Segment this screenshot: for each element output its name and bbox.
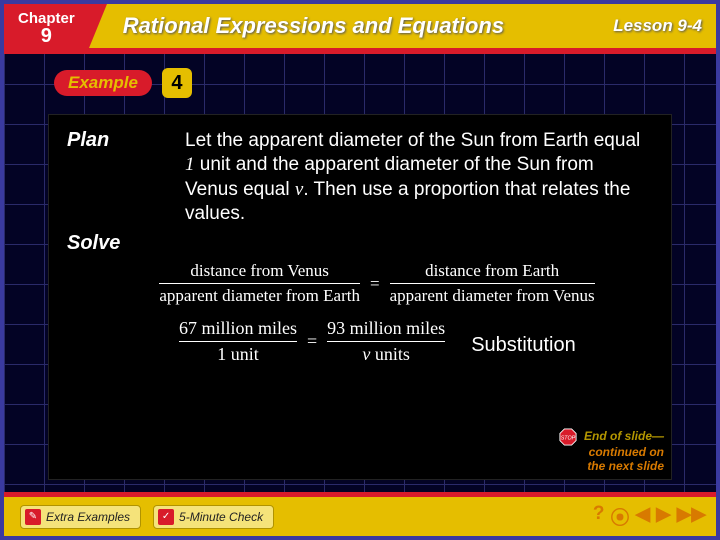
chapter-number: 9	[18, 26, 75, 46]
eq1-right-num: distance from Earth	[425, 261, 559, 281]
chapter-label: Chapter	[18, 11, 75, 26]
example-number: 4	[162, 68, 192, 98]
slide: Chapter 9 Rational Expressions and Equat…	[0, 0, 720, 540]
eq2-right-num: 93 million miles	[327, 318, 445, 339]
svg-text:STOP: STOP	[560, 436, 575, 442]
equals-sign: =	[307, 331, 317, 352]
equals-sign: =	[370, 274, 380, 294]
plan-row: Plan Let the apparent diameter of the Su…	[67, 129, 647, 226]
lesson-label: Lesson 9-4	[613, 4, 716, 48]
eq2-right-den: v units	[362, 344, 410, 365]
plan-text: Let the apparent diameter of the Sun fro…	[185, 129, 647, 226]
eos-line2: continued on	[589, 445, 664, 459]
back-button[interactable]: ◀	[636, 503, 651, 530]
fraction-line	[327, 341, 445, 342]
eq1-left-den: apparent diameter from Earth	[159, 286, 360, 306]
equation-1: distance from Venus apparent diameter fr…	[107, 261, 647, 306]
plan-text-a: Let the apparent diameter of the Sun fro…	[185, 130, 640, 151]
solve-label: Solve	[67, 232, 185, 255]
plan-one: 1	[185, 154, 195, 175]
eos-line3: the next slide	[587, 459, 664, 473]
eq1-right-fraction: distance from Earth apparent diameter fr…	[390, 261, 595, 306]
substitution-label: Substitution	[471, 334, 576, 357]
chapter-tab: Chapter 9	[4, 4, 89, 48]
eq1-right-den: apparent diameter from Venus	[390, 286, 595, 306]
equation-2-row: 67 million miles 1 unit = 93 million mil…	[67, 316, 647, 375]
content-panel: Plan Let the apparent diameter of the Su…	[48, 114, 672, 480]
five-minute-check-button[interactable]: ✓ 5-Minute Check	[153, 505, 274, 529]
bottom-bar: ✎ Extra Examples ✓ 5-Minute Check ? ⦿ ◀ …	[4, 492, 716, 536]
equation-2: 67 million miles 1 unit = 93 million mil…	[179, 318, 445, 365]
eq2-left-num: 67 million miles	[179, 318, 297, 339]
page-title: Rational Expressions and Equations	[89, 4, 614, 48]
fraction-line	[179, 341, 297, 342]
home-button[interactable]: ⦿	[611, 503, 630, 530]
eq2-right-fraction: 93 million miles v units	[327, 318, 445, 365]
header-bar: Chapter 9 Rational Expressions and Equat…	[4, 4, 716, 48]
nav-controls: ? ⦿ ◀ ▶ ▶▶	[593, 503, 706, 530]
eq1-left-fraction: distance from Venus apparent diameter fr…	[159, 261, 360, 306]
solve-row: Solve	[67, 232, 647, 255]
example-label: Example	[54, 70, 152, 96]
book-icon: ✎	[25, 509, 41, 525]
fraction-line	[390, 283, 595, 284]
header-rule	[4, 48, 716, 54]
eq2-units: units	[370, 344, 410, 364]
eos-line1: End of slide—	[584, 430, 664, 444]
eq1-left-num: distance from Venus	[190, 261, 329, 281]
clock-icon: ✓	[158, 509, 174, 525]
extra-examples-label: Extra Examples	[46, 510, 130, 524]
fraction-line	[159, 283, 360, 284]
end-of-slide-note: STOP End of slide— continued on the next…	[559, 428, 664, 474]
help-button[interactable]: ?	[593, 503, 605, 530]
forward-button[interactable]: ▶	[656, 503, 671, 530]
extra-examples-button[interactable]: ✎ Extra Examples	[20, 505, 141, 529]
eq2-left-fraction: 67 million miles 1 unit	[179, 318, 297, 365]
stop-icon: STOP	[559, 428, 577, 446]
fast-forward-button[interactable]: ▶▶	[677, 503, 706, 530]
example-badge: Example 4	[54, 68, 716, 98]
five-minute-label: 5-Minute Check	[179, 510, 263, 524]
plan-label: Plan	[67, 129, 185, 226]
eq2-left-den: 1 unit	[217, 344, 259, 365]
